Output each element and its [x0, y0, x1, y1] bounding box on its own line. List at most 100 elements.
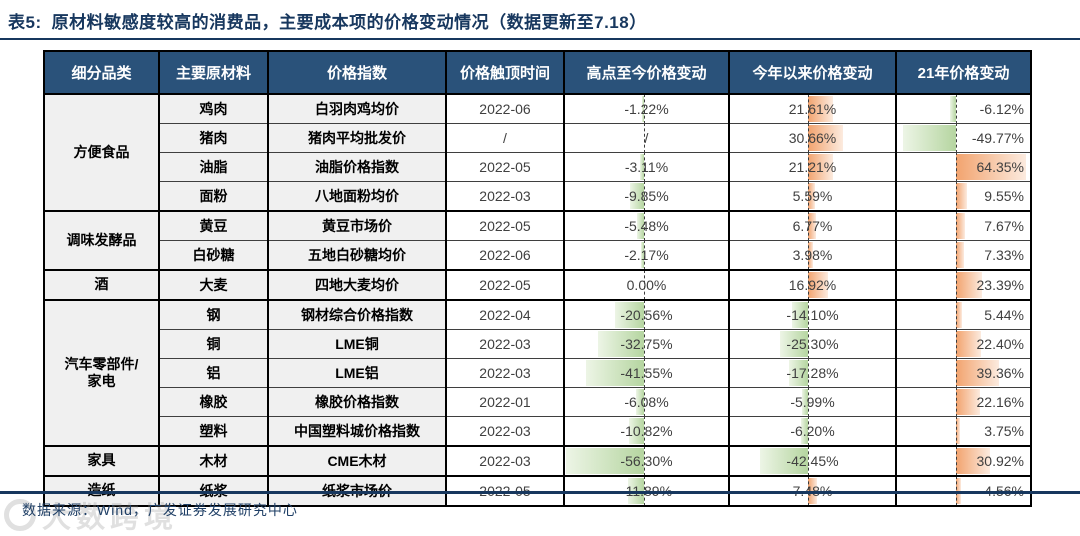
cell-value: 5.44% — [984, 307, 1024, 323]
cell-value: -25.30% — [786, 336, 839, 352]
y21-change-cell: 22.16% — [895, 387, 1032, 417]
ytd-change-cell: -25.30% — [728, 329, 897, 359]
data-bar — [949, 96, 957, 122]
data-bar — [808, 242, 814, 268]
zero-axis-line — [956, 212, 958, 240]
data-bar — [808, 183, 815, 209]
cell-value: 9.55% — [984, 188, 1024, 204]
col-header-ytd-change: 今年以来价格变动 — [728, 50, 897, 95]
peak-change-cell: -10.82% — [563, 416, 730, 447]
table-row: 汽车零部件/家电 钢 钢材综合价格指数 2022-04 -20.56% -14.… — [43, 299, 1032, 447]
cell-value: 6.77% — [792, 218, 833, 234]
data-bar — [629, 418, 645, 444]
table-row: 面粉 八地面粉均价 2022-03 -9.85% 5.59% 9.55% — [44, 181, 1032, 212]
data-bar — [642, 96, 645, 122]
col-header-peak-change: 高点至今价格变动 — [563, 50, 730, 95]
data-bar — [956, 154, 1026, 180]
table-row: 铝 LME铝 2022-03 -41.55% -17.28% 39.36% — [44, 358, 1032, 388]
price-index-cell: 钢材综合价格指数 — [267, 299, 447, 330]
zero-axis-line — [956, 388, 958, 416]
peak-change-cell: -41.55% — [563, 358, 730, 388]
data-bar — [808, 96, 834, 122]
cell-value: 5.59% — [792, 188, 833, 204]
cell-value: -10.82% — [620, 423, 673, 439]
peak-time-cell: 2022-04 — [445, 299, 565, 330]
cell-value: 21.21% — [788, 159, 837, 175]
cell-value: -9.85% — [624, 188, 669, 204]
zero-axis-line — [644, 330, 646, 358]
cell-value: 7.67% — [984, 218, 1024, 234]
material-cell: 铜 — [158, 329, 269, 359]
category-group-cell: 调味发酵品 — [43, 210, 160, 271]
zero-axis-line — [644, 124, 646, 152]
zero-axis-line — [808, 417, 810, 446]
data-bar — [956, 360, 999, 386]
category-group-cell: 酒 — [43, 269, 160, 301]
ytd-change-cell: -5.99% — [728, 387, 897, 417]
data-bar — [956, 389, 981, 415]
data-bar — [956, 418, 961, 444]
zero-axis-line — [808, 388, 810, 416]
cell-value: 22.16% — [976, 394, 1024, 410]
watermark: 大数跨境 — [4, 494, 178, 536]
zero-axis-line — [644, 388, 646, 416]
zero-axis-line — [808, 212, 810, 240]
zero-axis-line — [644, 212, 646, 240]
col-header-category: 细分品类 — [43, 50, 160, 95]
col-header-y21-change: 21年价格变动 — [895, 50, 1032, 95]
y21-change-cell: 5.44% — [895, 299, 1032, 330]
title-divider — [0, 38, 1080, 40]
zero-axis-line — [644, 301, 646, 329]
y21-change-cell: -6.12% — [895, 93, 1032, 124]
peak-time-cell: 2022-03 — [445, 329, 565, 359]
col-header-price-index: 价格指数 — [267, 50, 447, 95]
ytd-change-cell: -17.28% — [728, 358, 897, 388]
data-bar — [956, 448, 990, 474]
watermark-text: 大数跨境 — [42, 502, 179, 534]
data-bar — [566, 448, 645, 474]
ytd-change-cell: 21.61% — [728, 93, 897, 124]
cell-value: 21.61% — [788, 101, 837, 117]
ytd-change-cell: 6.77% — [728, 210, 897, 241]
table-title: 表5: 原材料敏感度较高的消费品，主要成本项的价格变动情况（数据更新至7.18） — [8, 8, 1072, 33]
ytd-change-cell: -42.45% — [728, 445, 897, 477]
peak-time-cell: 2022-03 — [445, 358, 565, 388]
zero-axis-line — [808, 272, 810, 299]
price-index-cell: 四地大麦均价 — [267, 269, 447, 301]
y21-change-cell: 4.56% — [895, 475, 1032, 507]
table-row: 塑料 中国塑料城价格指数 2022-03 -10.82% -6.20% 3.75… — [44, 416, 1032, 447]
cell-value: 0.00% — [626, 277, 667, 293]
price-index-cell: LME铜 — [267, 329, 447, 359]
table-row: 橡胶 橡胶价格指数 2022-01 -6.08% -5.99% 22.16% — [44, 387, 1032, 417]
cell-value: -42.45% — [786, 453, 839, 469]
data-bar — [635, 389, 645, 415]
data-bar — [956, 242, 965, 268]
peak-time-cell: 2022-05 — [445, 269, 565, 301]
peak-time-cell: 2022-01 — [445, 387, 565, 417]
zero-axis-line — [808, 241, 810, 270]
price-index-cell: 白羽肉鸡均价 — [267, 93, 447, 124]
peak-time-cell: 2022-06 — [445, 240, 565, 271]
cell-value: 3.75% — [984, 423, 1024, 439]
peak-time-cell: 2022-03 — [445, 181, 565, 212]
price-index-cell: 五地白砂糖均价 — [267, 240, 447, 271]
y21-change-cell: 9.55% — [895, 181, 1032, 212]
zero-axis-line — [644, 448, 646, 475]
data-bar — [808, 272, 828, 298]
ytd-change-cell: -6.20% — [728, 416, 897, 447]
y21-change-cell: 30.92% — [895, 445, 1032, 477]
cell-value: 7.33% — [984, 247, 1024, 263]
zero-axis-line — [808, 359, 810, 387]
price-index-cell: CME木材 — [267, 445, 447, 477]
data-bar — [801, 418, 809, 444]
price-index-cell: 中国塑料城价格指数 — [267, 416, 447, 447]
zero-axis-line — [808, 182, 810, 211]
zero-axis-line — [644, 241, 646, 270]
y21-change-cell: 22.40% — [895, 329, 1032, 359]
table-title-text: 原材料敏感度较高的消费品，主要成本项的价格变动情况（数据更新至7.18） — [51, 13, 647, 32]
material-cell: 黄豆 — [158, 210, 269, 241]
material-cell: 大麦 — [158, 269, 269, 301]
data-bar — [801, 389, 809, 415]
price-index-cell: 橡胶价格指数 — [267, 387, 447, 417]
material-cell: 油脂 — [158, 152, 269, 182]
